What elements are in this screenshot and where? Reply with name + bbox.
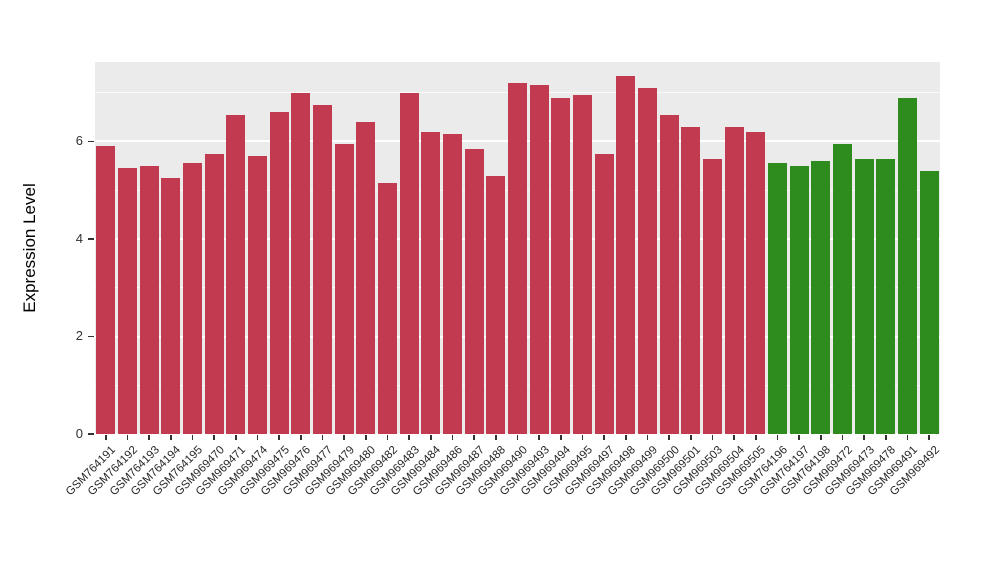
bar <box>637 87 658 434</box>
x-tick-mark <box>516 435 519 440</box>
x-tick-mark <box>495 435 497 440</box>
bar <box>507 82 528 434</box>
bar <box>811 160 831 434</box>
x-tick-mark <box>473 435 475 440</box>
y-tick-label: 0 <box>75 426 83 441</box>
x-tick-mark <box>690 435 692 440</box>
x-tick-mark <box>711 435 714 440</box>
x-tick-mark <box>408 435 410 440</box>
x-tick-mark <box>885 435 887 440</box>
bar <box>291 92 311 434</box>
x-tick-mark <box>105 435 107 440</box>
x-tick-mark <box>560 435 562 440</box>
bar <box>247 156 268 434</box>
bar <box>139 165 159 434</box>
bar <box>681 126 701 434</box>
y-tick-label: 4 <box>75 230 83 246</box>
y-tick-mark <box>88 140 94 143</box>
bar <box>529 85 549 434</box>
y-tick-mark <box>88 335 94 338</box>
bar <box>659 114 679 434</box>
bar <box>96 146 116 434</box>
bar <box>334 143 354 434</box>
x-tick-mark <box>906 435 909 440</box>
x-tick-mark <box>603 435 605 440</box>
gridline-major <box>95 433 940 435</box>
y-tick-label: 6 <box>75 133 83 149</box>
bar <box>876 158 896 434</box>
bar <box>226 114 246 434</box>
bar <box>117 168 138 434</box>
bar <box>442 134 463 434</box>
x-tick-mark <box>256 435 259 440</box>
bar <box>789 165 809 434</box>
x-tick-mark <box>625 435 627 440</box>
bar <box>421 131 441 434</box>
x-tick-mark <box>191 435 194 440</box>
bar <box>486 175 506 434</box>
bar <box>269 112 289 434</box>
bar <box>919 170 939 434</box>
bar <box>702 158 723 434</box>
bar <box>356 121 376 434</box>
x-tick-mark <box>300 435 302 440</box>
x-tick-mark <box>386 435 389 440</box>
bar <box>551 97 571 434</box>
bar <box>377 182 398 434</box>
x-tick-mark <box>126 435 129 440</box>
x-tick-mark <box>538 435 540 440</box>
bar <box>832 143 853 434</box>
plot-panel <box>95 62 940 435</box>
bar <box>182 163 203 434</box>
bar <box>767 163 788 434</box>
bar <box>616 75 636 434</box>
x-tick-mark <box>170 435 172 440</box>
x-tick-mark <box>755 435 757 440</box>
x-tick-mark <box>928 435 930 440</box>
x-tick-mark <box>841 435 844 440</box>
x-tick-mark <box>235 435 237 440</box>
x-tick-mark <box>343 435 345 440</box>
x-tick-mark <box>820 435 822 440</box>
x-tick-mark <box>581 435 584 440</box>
bar <box>464 148 484 434</box>
bar <box>312 104 333 434</box>
bar <box>724 126 744 434</box>
y-axis-title: Expression Level <box>20 183 39 313</box>
x-tick-mark <box>213 435 215 440</box>
y-tick-mark <box>88 433 94 435</box>
bar <box>594 153 614 434</box>
x-tick-mark <box>430 435 432 440</box>
x-tick-mark <box>646 435 649 440</box>
x-tick-mark <box>863 435 865 440</box>
bar <box>572 95 593 434</box>
x-tick-mark <box>148 435 150 440</box>
bar <box>897 97 918 434</box>
x-tick-mark <box>776 435 779 440</box>
x-tick-mark <box>365 435 367 440</box>
x-tick-mark <box>668 435 670 440</box>
y-tick-mark <box>88 238 94 240</box>
x-tick-mark <box>798 435 800 440</box>
x-tick-mark <box>278 435 280 440</box>
bar <box>746 131 766 434</box>
bar <box>399 92 419 434</box>
bar <box>854 158 874 434</box>
bar <box>204 153 224 434</box>
x-tick-mark <box>321 435 324 440</box>
x-tick-mark <box>451 435 454 440</box>
y-tick-label: 2 <box>75 328 83 344</box>
bar <box>161 178 181 434</box>
x-tick-mark <box>733 435 735 440</box>
